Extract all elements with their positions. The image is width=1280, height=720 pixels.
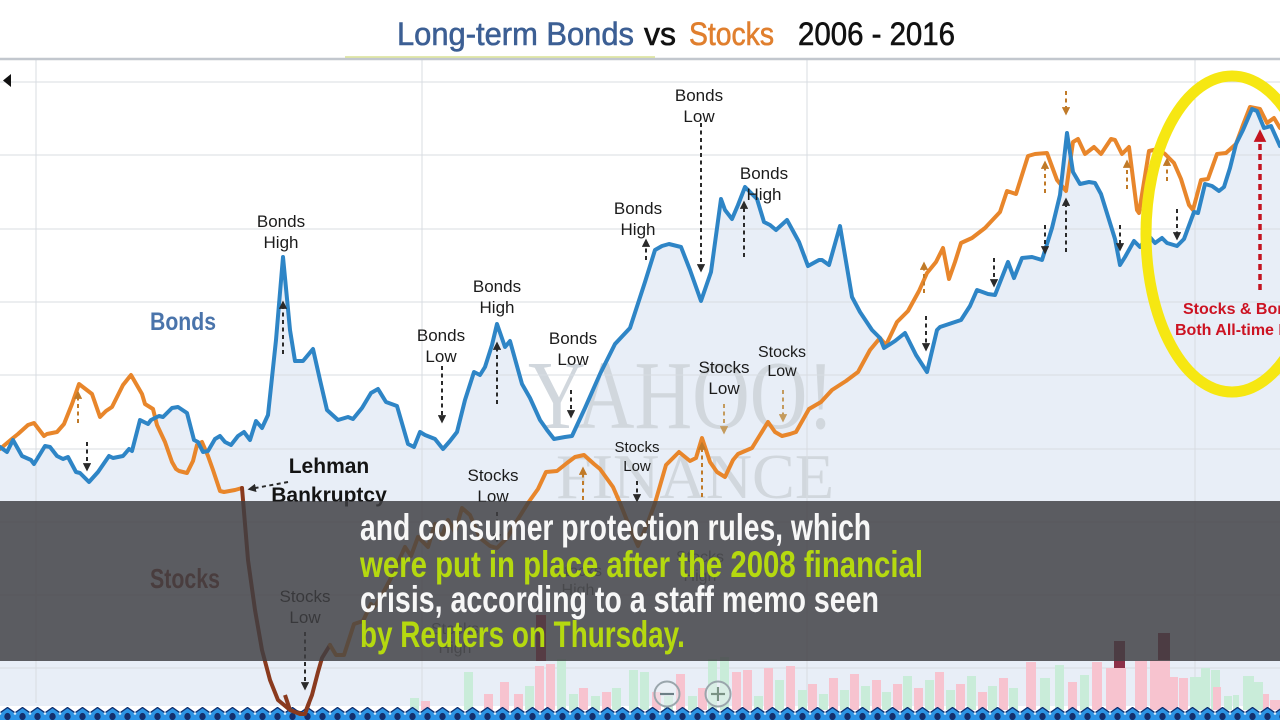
svg-text:YAHOO!: YAHOO! (528, 342, 834, 450)
svg-text:Low: Low (767, 363, 797, 380)
svg-text:Low: Low (683, 107, 715, 126)
svg-text:High: High (480, 298, 515, 317)
svg-text:crisis, according to a staff m: crisis, according to a staff memo seen (360, 580, 879, 621)
svg-text:Bonds: Bonds (257, 212, 305, 231)
svg-text:Low: Low (557, 350, 589, 369)
svg-text:Lehman: Lehman (289, 455, 370, 478)
svg-text:FINANCE: FINANCE (556, 441, 834, 512)
svg-text:Stocks & Bonds: Stocks & Bonds (1183, 301, 1280, 318)
svg-text:and consumer protection rules,: and consumer protection rules, which (360, 506, 871, 548)
svg-text:Stocks: Stocks (698, 358, 749, 377)
svg-text:Bonds: Bonds (473, 277, 521, 296)
svg-text:Stocks: Stocks (689, 16, 774, 52)
svg-text:Bonds: Bonds (549, 329, 597, 348)
svg-text:High: High (621, 220, 656, 239)
svg-text:High: High (747, 185, 782, 204)
svg-text:Both All-time High: Both All-time High (1175, 322, 1280, 339)
svg-text:Low: Low (708, 379, 740, 398)
svg-text:Bonds: Bonds (614, 199, 662, 218)
svg-text:Long-term Bonds: Long-term Bonds (397, 16, 634, 52)
svg-text:High: High (264, 233, 299, 252)
svg-text:Stocks: Stocks (467, 466, 518, 485)
svg-text:Stocks: Stocks (758, 344, 806, 361)
svg-text:Low: Low (425, 347, 457, 366)
svg-text:vs: vs (644, 16, 676, 52)
svg-text:Bonds: Bonds (150, 308, 216, 336)
svg-text:Bonds: Bonds (675, 86, 723, 105)
svg-text:Low: Low (623, 458, 651, 475)
svg-text:Stocks: Stocks (614, 439, 659, 456)
svg-text:Bonds: Bonds (740, 164, 788, 183)
svg-text:by Reuters on Thursday.: by Reuters on Thursday. (360, 613, 685, 655)
svg-text:were put in place after the 20: were put in place after the 2008 financi… (359, 545, 923, 586)
svg-text:Bonds: Bonds (417, 326, 465, 345)
svg-text:2006 - 2016: 2006 - 2016 (798, 16, 955, 52)
